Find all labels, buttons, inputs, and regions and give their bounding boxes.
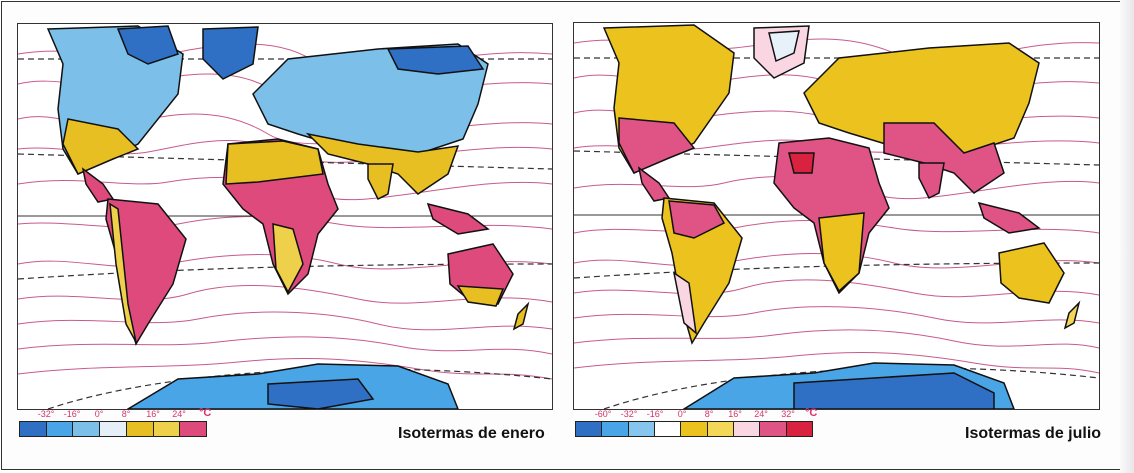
- legend-tick: -60°: [594, 409, 612, 419]
- legend-tick: -16°: [63, 409, 81, 419]
- world-map-january: [18, 25, 552, 409]
- legend-july: -60° -32° -16° 0° 8° 16° 24° 32° °C: [575, 407, 818, 437]
- legend-tick: 32°: [781, 409, 795, 419]
- map-title-july: Isotermas de julio: [965, 425, 1102, 442]
- legend-swatch: [46, 422, 74, 436]
- legend-swatch: [707, 422, 734, 436]
- legend-tick: 16°: [146, 409, 160, 419]
- legend-swatch: [153, 422, 181, 436]
- map-july: [573, 22, 1100, 410]
- legend-swatch: [20, 422, 47, 436]
- legend-tick: 24°: [754, 409, 768, 419]
- legend-swatch: [73, 422, 101, 436]
- legend-swatch: [576, 422, 603, 436]
- legend-ticks: -32° -16° 0° 8° 16° 24° °C: [19, 407, 212, 421]
- panel-january: -32° -16° 0° 8° 16° 24° °C Isotermas de …: [0, 0, 560, 473]
- panel-july: -60° -32° -16° 0° 8° 16° 24° 32° °C Isot…: [560, 0, 1134, 473]
- legend-january: -32° -16° 0° 8° 16° 24° °C: [19, 407, 212, 437]
- legend-swatch: [733, 422, 761, 436]
- legend-swatch: [681, 422, 708, 436]
- legend-tick: -32°: [620, 409, 638, 419]
- legend-swatch: [602, 422, 629, 436]
- page-edge: [1120, 0, 1134, 473]
- map-title-january: Isotermas de enero: [398, 425, 545, 442]
- legend-colorbar: [575, 421, 813, 437]
- legend-tick: 24°: [172, 409, 186, 419]
- legend-swatch: [180, 422, 207, 436]
- legend-swatch: [760, 422, 787, 436]
- legend-ticks: -60° -32° -16° 0° 8° 16° 24° 32° °C: [575, 407, 818, 421]
- legend-tick: 16°: [728, 409, 742, 419]
- continents: [602, 24, 1081, 409]
- map-january: [17, 23, 553, 410]
- legend-swatch: [654, 422, 682, 436]
- legend-tick: 8°: [704, 409, 714, 419]
- legend-tick: -16°: [646, 409, 664, 419]
- legend-swatch: [628, 422, 655, 436]
- legend-unit: °C: [805, 407, 818, 419]
- legend-swatch: [100, 422, 127, 436]
- legend-tick: 0°: [677, 409, 687, 419]
- continents: [46, 25, 530, 409]
- legend-swatch: [786, 422, 812, 436]
- legend-unit: °C: [199, 407, 212, 419]
- legend-colorbar: [19, 421, 207, 437]
- legend-tick: 8°: [121, 409, 131, 419]
- legend-swatch: [126, 422, 154, 436]
- legend-tick: -32°: [37, 409, 55, 419]
- world-map-july: [574, 24, 1099, 409]
- legend-tick: 0°: [94, 409, 104, 419]
